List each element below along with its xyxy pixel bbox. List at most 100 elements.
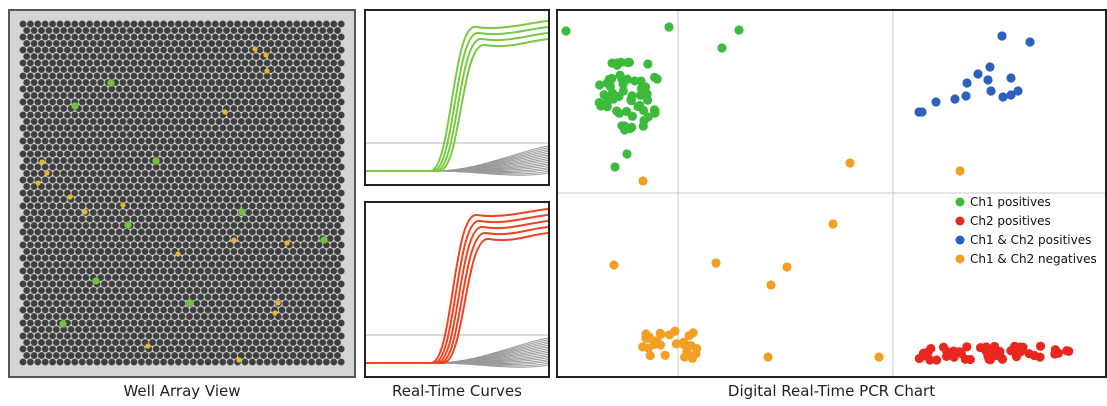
well	[63, 111, 71, 119]
well	[197, 280, 205, 288]
well	[115, 228, 123, 236]
well	[319, 182, 327, 191]
well	[234, 111, 242, 119]
well	[119, 169, 127, 178]
well	[74, 351, 83, 360]
well	[137, 306, 145, 314]
well	[41, 163, 49, 171]
well	[23, 91, 31, 100]
well	[271, 189, 279, 197]
well	[311, 247, 319, 256]
well	[82, 221, 90, 230]
well	[263, 280, 271, 288]
well	[226, 124, 234, 132]
well	[182, 345, 190, 353]
well	[34, 98, 42, 106]
well	[337, 111, 345, 119]
well	[308, 293, 316, 301]
well	[333, 26, 342, 35]
well	[241, 189, 249, 197]
well	[178, 286, 186, 295]
well	[256, 98, 264, 106]
well	[19, 98, 27, 106]
well	[174, 267, 182, 275]
well	[241, 267, 249, 275]
well	[222, 299, 231, 308]
well	[49, 293, 57, 301]
curves-caption: Real-Time Curves	[392, 382, 522, 400]
well	[111, 221, 120, 230]
well	[278, 202, 286, 210]
well	[119, 52, 127, 61]
well	[160, 20, 168, 28]
well	[63, 46, 71, 54]
well	[337, 150, 345, 158]
well	[289, 78, 297, 87]
well	[293, 332, 301, 340]
well	[49, 85, 57, 93]
well	[293, 306, 301, 314]
well	[141, 260, 149, 269]
well	[330, 163, 338, 171]
well	[26, 189, 34, 197]
positive-well-neg	[120, 202, 126, 208]
well	[234, 33, 242, 41]
positive-well-neg	[252, 46, 258, 52]
well	[296, 312, 305, 321]
well	[145, 319, 153, 327]
well	[197, 306, 205, 314]
point-ch1-ch2	[1006, 90, 1016, 100]
well	[267, 117, 275, 126]
well	[319, 312, 327, 321]
well	[189, 306, 197, 314]
well	[67, 351, 75, 360]
well	[30, 169, 38, 178]
well	[337, 215, 345, 223]
well	[285, 189, 293, 197]
well	[208, 247, 216, 256]
well	[193, 117, 201, 126]
well	[300, 20, 308, 28]
well	[163, 91, 171, 100]
well	[134, 52, 142, 61]
well	[26, 241, 34, 249]
well	[256, 241, 264, 249]
well	[197, 215, 205, 223]
point-ch1	[633, 101, 643, 112]
well	[93, 319, 101, 327]
well	[311, 39, 319, 48]
well	[296, 104, 305, 113]
point-ch1	[561, 26, 571, 36]
well	[208, 26, 216, 35]
well	[274, 208, 282, 217]
well	[82, 78, 90, 87]
well	[78, 319, 86, 327]
well	[71, 20, 79, 28]
well	[282, 169, 290, 178]
well	[182, 98, 190, 106]
well	[45, 143, 53, 152]
well	[237, 312, 245, 321]
point-ch1-ch2	[962, 78, 972, 88]
well	[278, 189, 286, 197]
well	[330, 293, 338, 301]
well	[141, 91, 149, 100]
well	[82, 91, 90, 100]
well	[200, 52, 208, 61]
well	[111, 130, 120, 139]
well	[182, 85, 190, 93]
positive-curve	[366, 26, 548, 172]
well	[197, 124, 205, 132]
well	[252, 299, 260, 308]
well	[211, 72, 219, 80]
well	[111, 52, 120, 61]
well	[56, 124, 64, 132]
well	[137, 358, 145, 366]
well	[200, 130, 208, 139]
well	[41, 111, 49, 119]
well	[115, 59, 123, 67]
well	[252, 169, 260, 178]
well	[278, 33, 286, 41]
well	[167, 46, 175, 54]
well	[93, 111, 101, 119]
